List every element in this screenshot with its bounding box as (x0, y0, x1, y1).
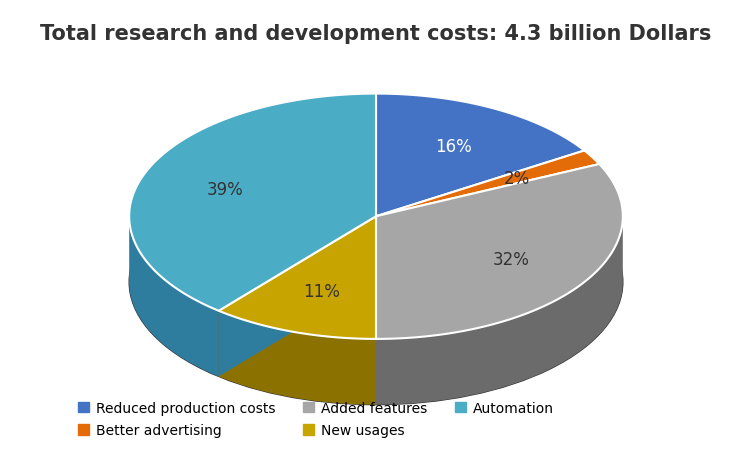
Text: 11%: 11% (303, 283, 340, 301)
Text: Total research and development costs: 4.3 billion Dollars: Total research and development costs: 4.… (41, 24, 711, 44)
Polygon shape (129, 94, 376, 311)
Text: 32%: 32% (493, 250, 530, 268)
Polygon shape (376, 151, 599, 217)
Polygon shape (219, 311, 376, 405)
Polygon shape (219, 217, 376, 339)
Polygon shape (376, 165, 623, 339)
Ellipse shape (129, 160, 623, 405)
Polygon shape (376, 94, 584, 217)
Polygon shape (129, 217, 219, 377)
Text: 16%: 16% (435, 138, 472, 156)
Legend: Reduced production costs, Better advertising, Added features, New usages, Automa: Reduced production costs, Better adverti… (77, 401, 554, 437)
Polygon shape (219, 217, 376, 377)
Text: 2%: 2% (504, 170, 529, 188)
Text: 39%: 39% (207, 181, 244, 199)
Polygon shape (219, 217, 376, 377)
Polygon shape (376, 217, 623, 405)
